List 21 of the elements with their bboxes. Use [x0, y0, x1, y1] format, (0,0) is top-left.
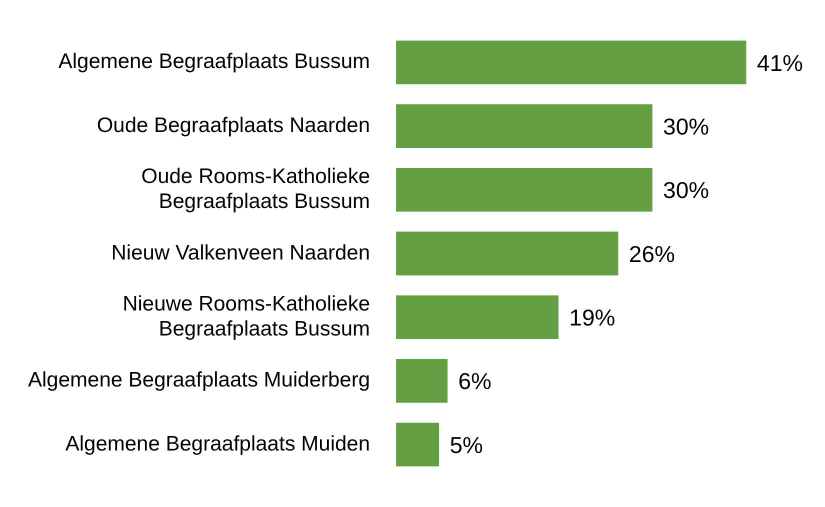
data-label: 30% — [663, 113, 710, 140]
y-tick-label: Algemene Begraafplaats Bussum — [58, 50, 370, 74]
bar — [396, 40, 746, 84]
bar — [396, 168, 652, 212]
data-label: 5% — [450, 432, 483, 458]
bar — [396, 359, 448, 403]
bar — [396, 295, 559, 340]
data-label: 26% — [628, 240, 675, 267]
data-label: 6% — [458, 368, 492, 394]
data-label: 19% — [569, 304, 616, 331]
data-label: 41% — [756, 50, 803, 76]
bar — [396, 104, 652, 148]
data-label: 30% — [663, 177, 710, 204]
y-tick-label: Algemene Begraafplaats Muiden — [65, 432, 370, 456]
y-tick-label: Nieuwe Rooms-Katholieke Begraafplaats Bussum — [122, 292, 370, 341]
bar — [396, 422, 440, 466]
y-tick-label: Algemene Begraafplaats Muiderberg — [28, 368, 370, 392]
y-tick-label: Nieuw Valkenveen Naarden — [111, 241, 370, 264]
y-tick-label: Oude Begraafplaats Naarden — [96, 114, 370, 137]
bar — [396, 232, 618, 276]
y-tick-label: Oude Rooms-Katholieke Begraafplaats Bussum — [141, 165, 370, 214]
